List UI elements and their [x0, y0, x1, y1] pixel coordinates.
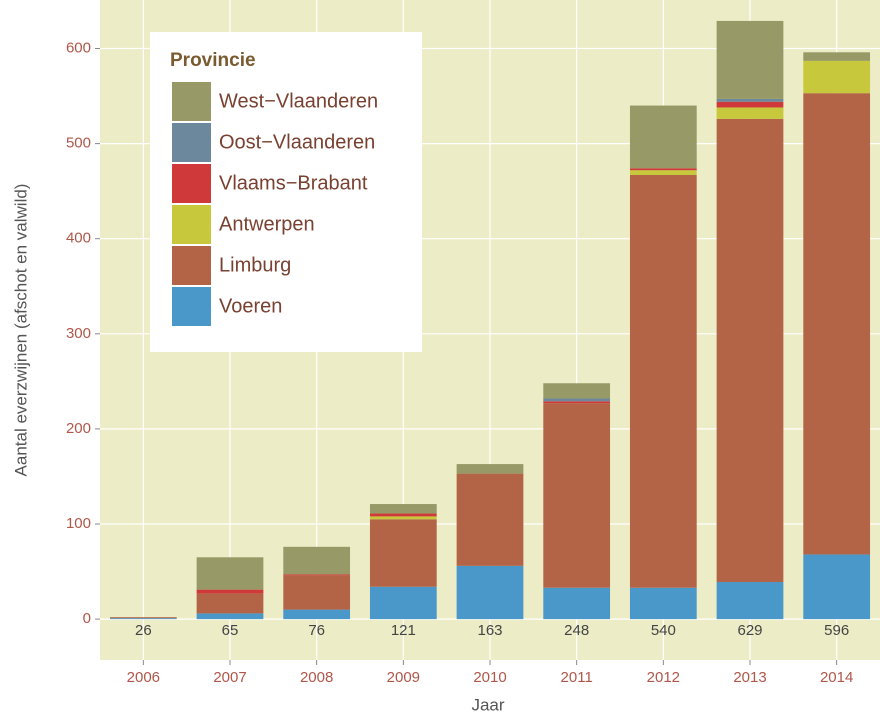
- total-label: 629: [737, 622, 762, 639]
- legend: Voeren Limburg Antwerpen Vlaams−Brabant Oost…: [172, 82, 378, 326]
- bar-segment: [369, 516, 437, 520]
- y-tick-label: 400: [66, 230, 91, 247]
- bar-segment: [803, 93, 871, 555]
- bar-segment: [369, 519, 437, 587]
- bar-segment: [369, 513, 437, 517]
- bar-segment: [543, 401, 611, 404]
- total-label: 540: [651, 622, 676, 639]
- bar-segment: [283, 546, 351, 575]
- plot: 0 100 200 300 400 500 600 26 2006 65 2007 76 2008 121…: [66, 0, 880, 686]
- bar-segment: [716, 98, 784, 102]
- bar-segment: [369, 586, 437, 620]
- legend-label: Vlaams−Brabant: [219, 172, 368, 194]
- legend-label: Oost−Vlaanderen: [219, 131, 375, 153]
- bar-segment: [716, 582, 784, 620]
- bar-segment: [629, 168, 697, 171]
- bar-segment: [716, 118, 784, 583]
- legend-key: [172, 82, 211, 121]
- x-tick-label: 2012: [647, 669, 680, 686]
- bar-segment: [283, 609, 351, 620]
- x-tick-label: 2006: [127, 669, 160, 686]
- bar-segment: [196, 593, 264, 614]
- legend-key: [172, 123, 211, 162]
- bar-segment: [803, 52, 871, 61]
- bar-segment: [196, 589, 264, 594]
- legend-title: Provincie: [170, 50, 256, 71]
- x-tick-label: 2010: [473, 669, 506, 686]
- bar-segment: [109, 618, 177, 620]
- bar-segment: [629, 105, 697, 169]
- x-tick-label: 2011: [561, 669, 593, 686]
- legend-key: [172, 287, 211, 326]
- legend-label: Antwerpen: [219, 213, 315, 235]
- bar-segment: [543, 398, 611, 402]
- bar-segment: [456, 565, 524, 620]
- y-tick-label: 500: [66, 135, 91, 152]
- bar-segment: [283, 575, 351, 610]
- y-axis-title: Aantal everzwijnen (afschot en valwild): [11, 184, 30, 477]
- x-tick-label: 2007: [213, 669, 246, 686]
- y-tick-label: 0: [83, 610, 91, 627]
- bar-segment: [629, 170, 697, 175]
- bar-segment: [716, 20, 784, 99]
- bar-segment: [543, 383, 611, 399]
- legend-label: West−Vlaanderen: [219, 90, 378, 112]
- bar-segment: [543, 587, 611, 620]
- bar-segment: [456, 464, 524, 474]
- total-label: 26: [135, 622, 152, 639]
- bar-segment: [456, 473, 524, 566]
- total-label: 121: [391, 622, 416, 639]
- legend-key: [172, 246, 211, 285]
- total-label: 596: [824, 622, 849, 639]
- bar-segment: [196, 557, 264, 590]
- bar-segment: [629, 587, 697, 620]
- bar-segment: [803, 60, 871, 94]
- bar-segment: [543, 403, 611, 588]
- bar-segment: [283, 574, 351, 576]
- legend-label: Voeren: [219, 295, 282, 317]
- bar-segment: [196, 613, 264, 620]
- y-tick-label: 200: [66, 420, 91, 437]
- bar-segment: [803, 554, 871, 620]
- x-tick-label: 2009: [387, 669, 420, 686]
- y-tick-label: 100: [66, 515, 91, 532]
- x-tick-label: 2013: [733, 669, 766, 686]
- total-label: 76: [308, 622, 325, 639]
- bar-segment: [369, 504, 437, 514]
- bar-segment: [109, 617, 177, 619]
- y-tick-label: 300: [66, 325, 91, 342]
- x-tick-label: 2008: [300, 669, 333, 686]
- total-label: 248: [564, 622, 589, 639]
- total-label: 65: [222, 622, 239, 639]
- y-tick-label: 600: [66, 39, 91, 56]
- bar-segment: [716, 107, 784, 119]
- total-label: 163: [477, 622, 502, 639]
- legend-label: Limburg: [219, 254, 291, 276]
- x-axis-title: Jaar: [471, 695, 504, 714]
- x-tick-label: 2014: [820, 669, 853, 686]
- bar-segment: [629, 174, 697, 588]
- bar-segment: [716, 101, 784, 108]
- legend-key: [172, 164, 211, 203]
- legend-key: [172, 205, 211, 244]
